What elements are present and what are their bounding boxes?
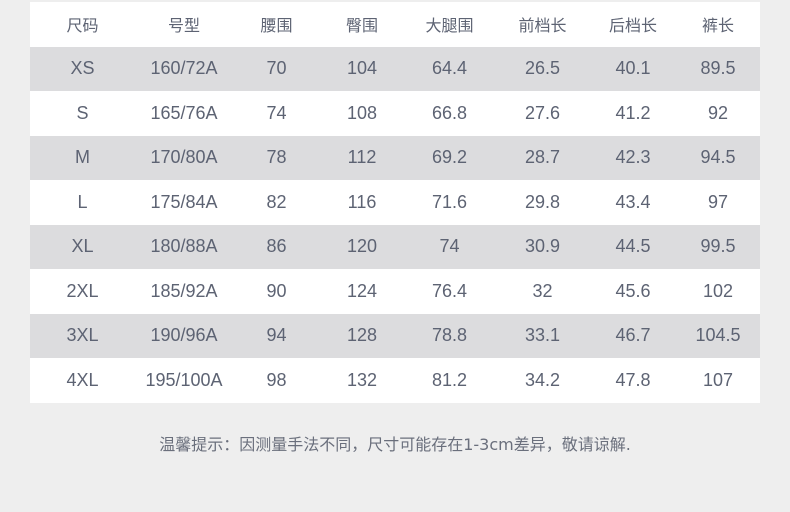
- table-cell: 128: [346, 325, 378, 346]
- column-header: 尺码: [66, 16, 99, 36]
- table-cell: 32: [532, 280, 553, 301]
- table-row: 4XL 195/100A 98 132 81.2 34.2 47.8 107: [30, 358, 760, 403]
- table-cell: 170/80A: [150, 147, 218, 168]
- table-cell: 45.6: [615, 280, 651, 301]
- column-header: 腰围: [260, 16, 293, 36]
- table-cell: 78.8: [431, 325, 468, 346]
- table-cell: 98: [266, 369, 287, 390]
- table-cell: 116: [347, 191, 377, 212]
- column-header: 号型: [167, 16, 200, 36]
- table-cell: 99.5: [700, 236, 736, 257]
- table-row: 2XL 185/92A 90 124 76.4 32 45.6 102: [30, 269, 760, 314]
- table-cell: 97: [707, 191, 729, 212]
- measurement-note: 温馨提示：因测量手法不同，尺寸可能存在1-3cm差异，敬请谅解.: [159, 435, 631, 454]
- table-cell: 29.8: [524, 191, 561, 212]
- column-header: 前档长: [518, 16, 567, 36]
- table-cell: 82: [266, 191, 287, 212]
- table-cell: 46.7: [615, 325, 651, 346]
- table-cell: 175/84A: [150, 191, 218, 212]
- table-cell: 41.2: [615, 102, 651, 123]
- table-cell: 86: [266, 236, 287, 257]
- table-header: 尺码 号型 腰围 臀围 大腿围 前档长 后档长 裤长: [30, 2, 760, 47]
- column-header: 后档长: [608, 16, 657, 36]
- table-cell: 76.4: [431, 280, 468, 301]
- table-cell: 4XL: [66, 369, 99, 390]
- table-cell: 71.6: [431, 191, 468, 212]
- table-cell: 102: [702, 280, 734, 301]
- table-cell: 47.8: [615, 369, 651, 390]
- table-cell: 43.4: [615, 191, 651, 212]
- table-cell: 70: [266, 58, 287, 79]
- table-cell: L: [77, 191, 88, 212]
- table-cell: 81.2: [431, 369, 468, 390]
- table-cell: 74: [266, 102, 287, 123]
- table-row: XL 180/88A 86 120 74 30.9 44.5 99.5: [30, 224, 760, 269]
- table-cell: 30.9: [524, 236, 561, 257]
- table-cell: 33.1: [524, 325, 561, 346]
- table-cell: 2XL: [66, 280, 99, 301]
- table-cell: 94: [266, 325, 287, 346]
- table-row: L 175/84A 82 116 71.6 29.8 43.4 97: [30, 180, 760, 225]
- table-cell: 195/100A: [145, 369, 223, 390]
- table-cell: 34.2: [524, 369, 561, 390]
- table-cell: 112: [347, 147, 377, 168]
- table-cell: 66.8: [431, 102, 468, 123]
- table-cell: 104: [346, 58, 378, 79]
- table-cell: 42.3: [615, 147, 651, 168]
- column-header: 大腿围: [425, 16, 474, 36]
- table-cell: 78: [266, 147, 287, 168]
- table-cell: 94.5: [700, 147, 736, 168]
- table-cell: 124: [346, 280, 378, 301]
- table-row: S 165/76A 74 108 66.8 27.6 41.2 92: [30, 91, 760, 136]
- column-header: 臀围: [345, 16, 378, 36]
- table-cell: 40.1: [615, 58, 651, 79]
- table-row: M 170/80A 78 112 69.2 28.7 42.3 94.5: [30, 135, 760, 180]
- table-cell: 90: [266, 280, 287, 301]
- table-cell: 28.7: [524, 147, 561, 168]
- table-cell: 120: [346, 236, 378, 257]
- table-cell: M: [75, 147, 90, 168]
- table-cell: 104.5: [695, 325, 741, 346]
- table-cell: 107: [702, 369, 734, 390]
- table-cell: 92: [707, 102, 729, 123]
- table-cell: 27.6: [524, 102, 561, 123]
- table-cell: 165/76A: [150, 102, 218, 123]
- table-cell: 74: [439, 236, 460, 257]
- table-row: XS 160/72A 70 104 64.4 26.5 40.1 89.5: [30, 46, 760, 91]
- table-cell: XL: [71, 236, 94, 257]
- table-cell: XS: [70, 58, 95, 79]
- table-cell: 3XL: [66, 325, 99, 346]
- table-cell: S: [76, 102, 89, 123]
- table-cell: 160/72A: [150, 58, 218, 79]
- size-chart-table: 尺码 号型 腰围 臀围 大腿围 前档长 后档长 裤长 XS 160/72A 70 104 64.4 26.…: [30, 2, 760, 403]
- table-cell: 108: [346, 102, 378, 123]
- table-cell: 89.5: [700, 58, 736, 79]
- table-cell: 26.5: [524, 58, 561, 79]
- table-cell: 44.5: [615, 236, 651, 257]
- table-cell: 185/92A: [150, 280, 218, 301]
- column-header: 裤长: [701, 16, 734, 36]
- table-cell: 180/88A: [150, 236, 218, 257]
- table-cell: 69.2: [431, 147, 468, 168]
- table-row: 3XL 190/96A 94 128 78.8 33.1 46.7 104.5: [30, 313, 760, 358]
- table-cell: 64.4: [431, 58, 468, 79]
- table-cell: 190/96A: [150, 325, 218, 346]
- table-cell: 132: [346, 369, 378, 390]
